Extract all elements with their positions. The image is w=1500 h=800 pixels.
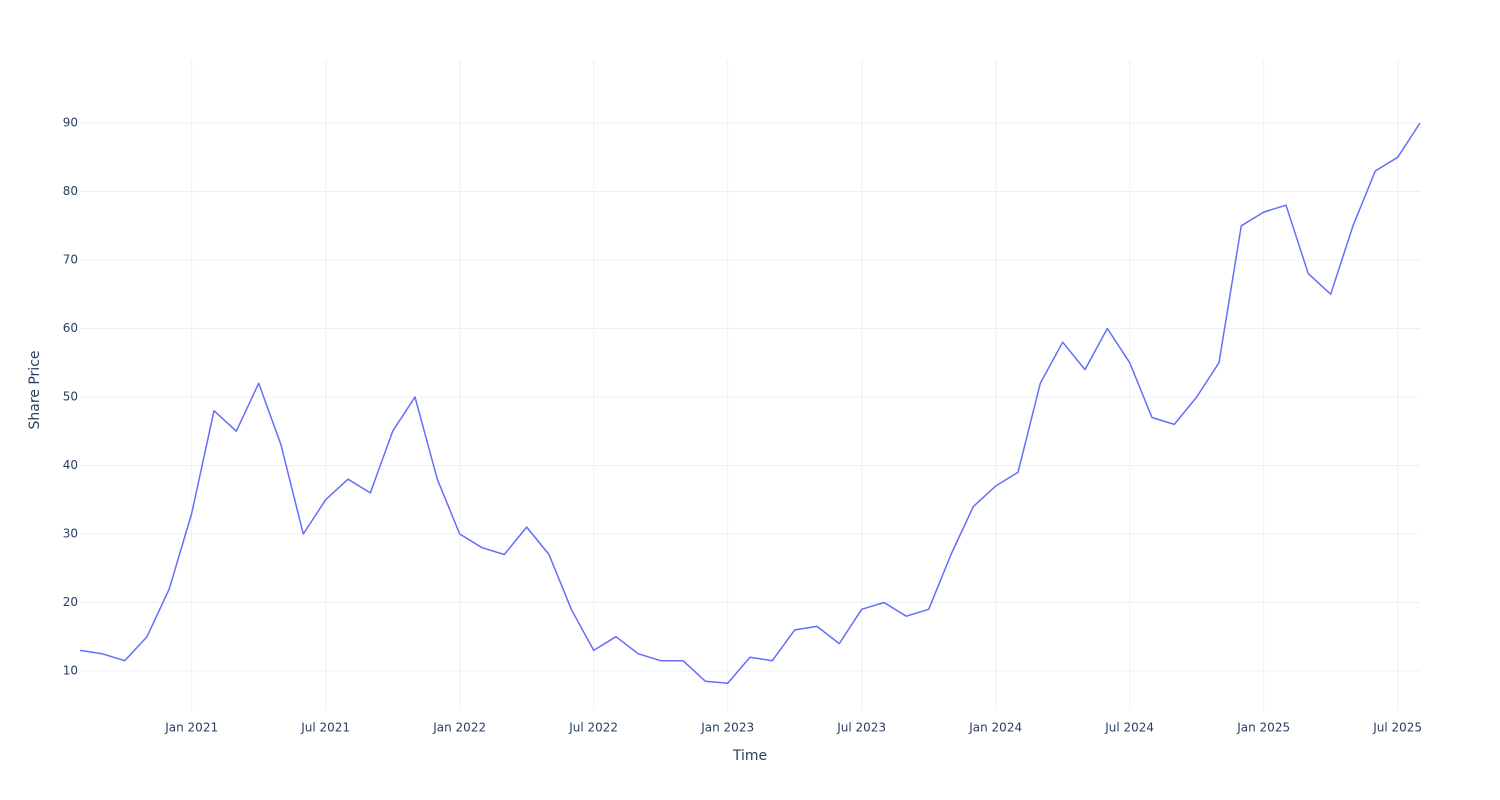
x-axis-title: Time [732,748,767,764]
y-tick-label: 90 [63,116,78,130]
x-tick-label: Jan 2021 [164,721,218,735]
x-tick-label: Jan 2024 [968,721,1022,735]
y-tick-label: 50 [63,389,78,403]
y-tick-label: 10 [63,663,78,677]
y-axis-title: Share Price [27,350,43,429]
x-tick-label: Jan 2025 [1236,721,1290,735]
y-tick-label: 70 [63,253,78,267]
x-tick-label: Jul 2021 [300,721,350,735]
grid [80,60,1420,710]
x-tick-label: Jan 2022 [432,721,486,735]
x-tick-label: Jul 2023 [836,721,886,735]
x-tick-label: Jul 2022 [568,721,618,735]
y-tick-label: 30 [63,526,78,540]
x-tick-label: Jan 2023 [700,721,754,735]
y-tick-label: 60 [63,321,78,335]
x-tick-label: Jul 2024 [1104,721,1154,735]
y-tick-label: 40 [63,458,78,472]
x-tick-label: Jul 2025 [1372,721,1422,735]
y-tick-label: 20 [63,595,78,609]
y-tick-label: 80 [63,184,78,198]
price-line [79,122,1421,685]
